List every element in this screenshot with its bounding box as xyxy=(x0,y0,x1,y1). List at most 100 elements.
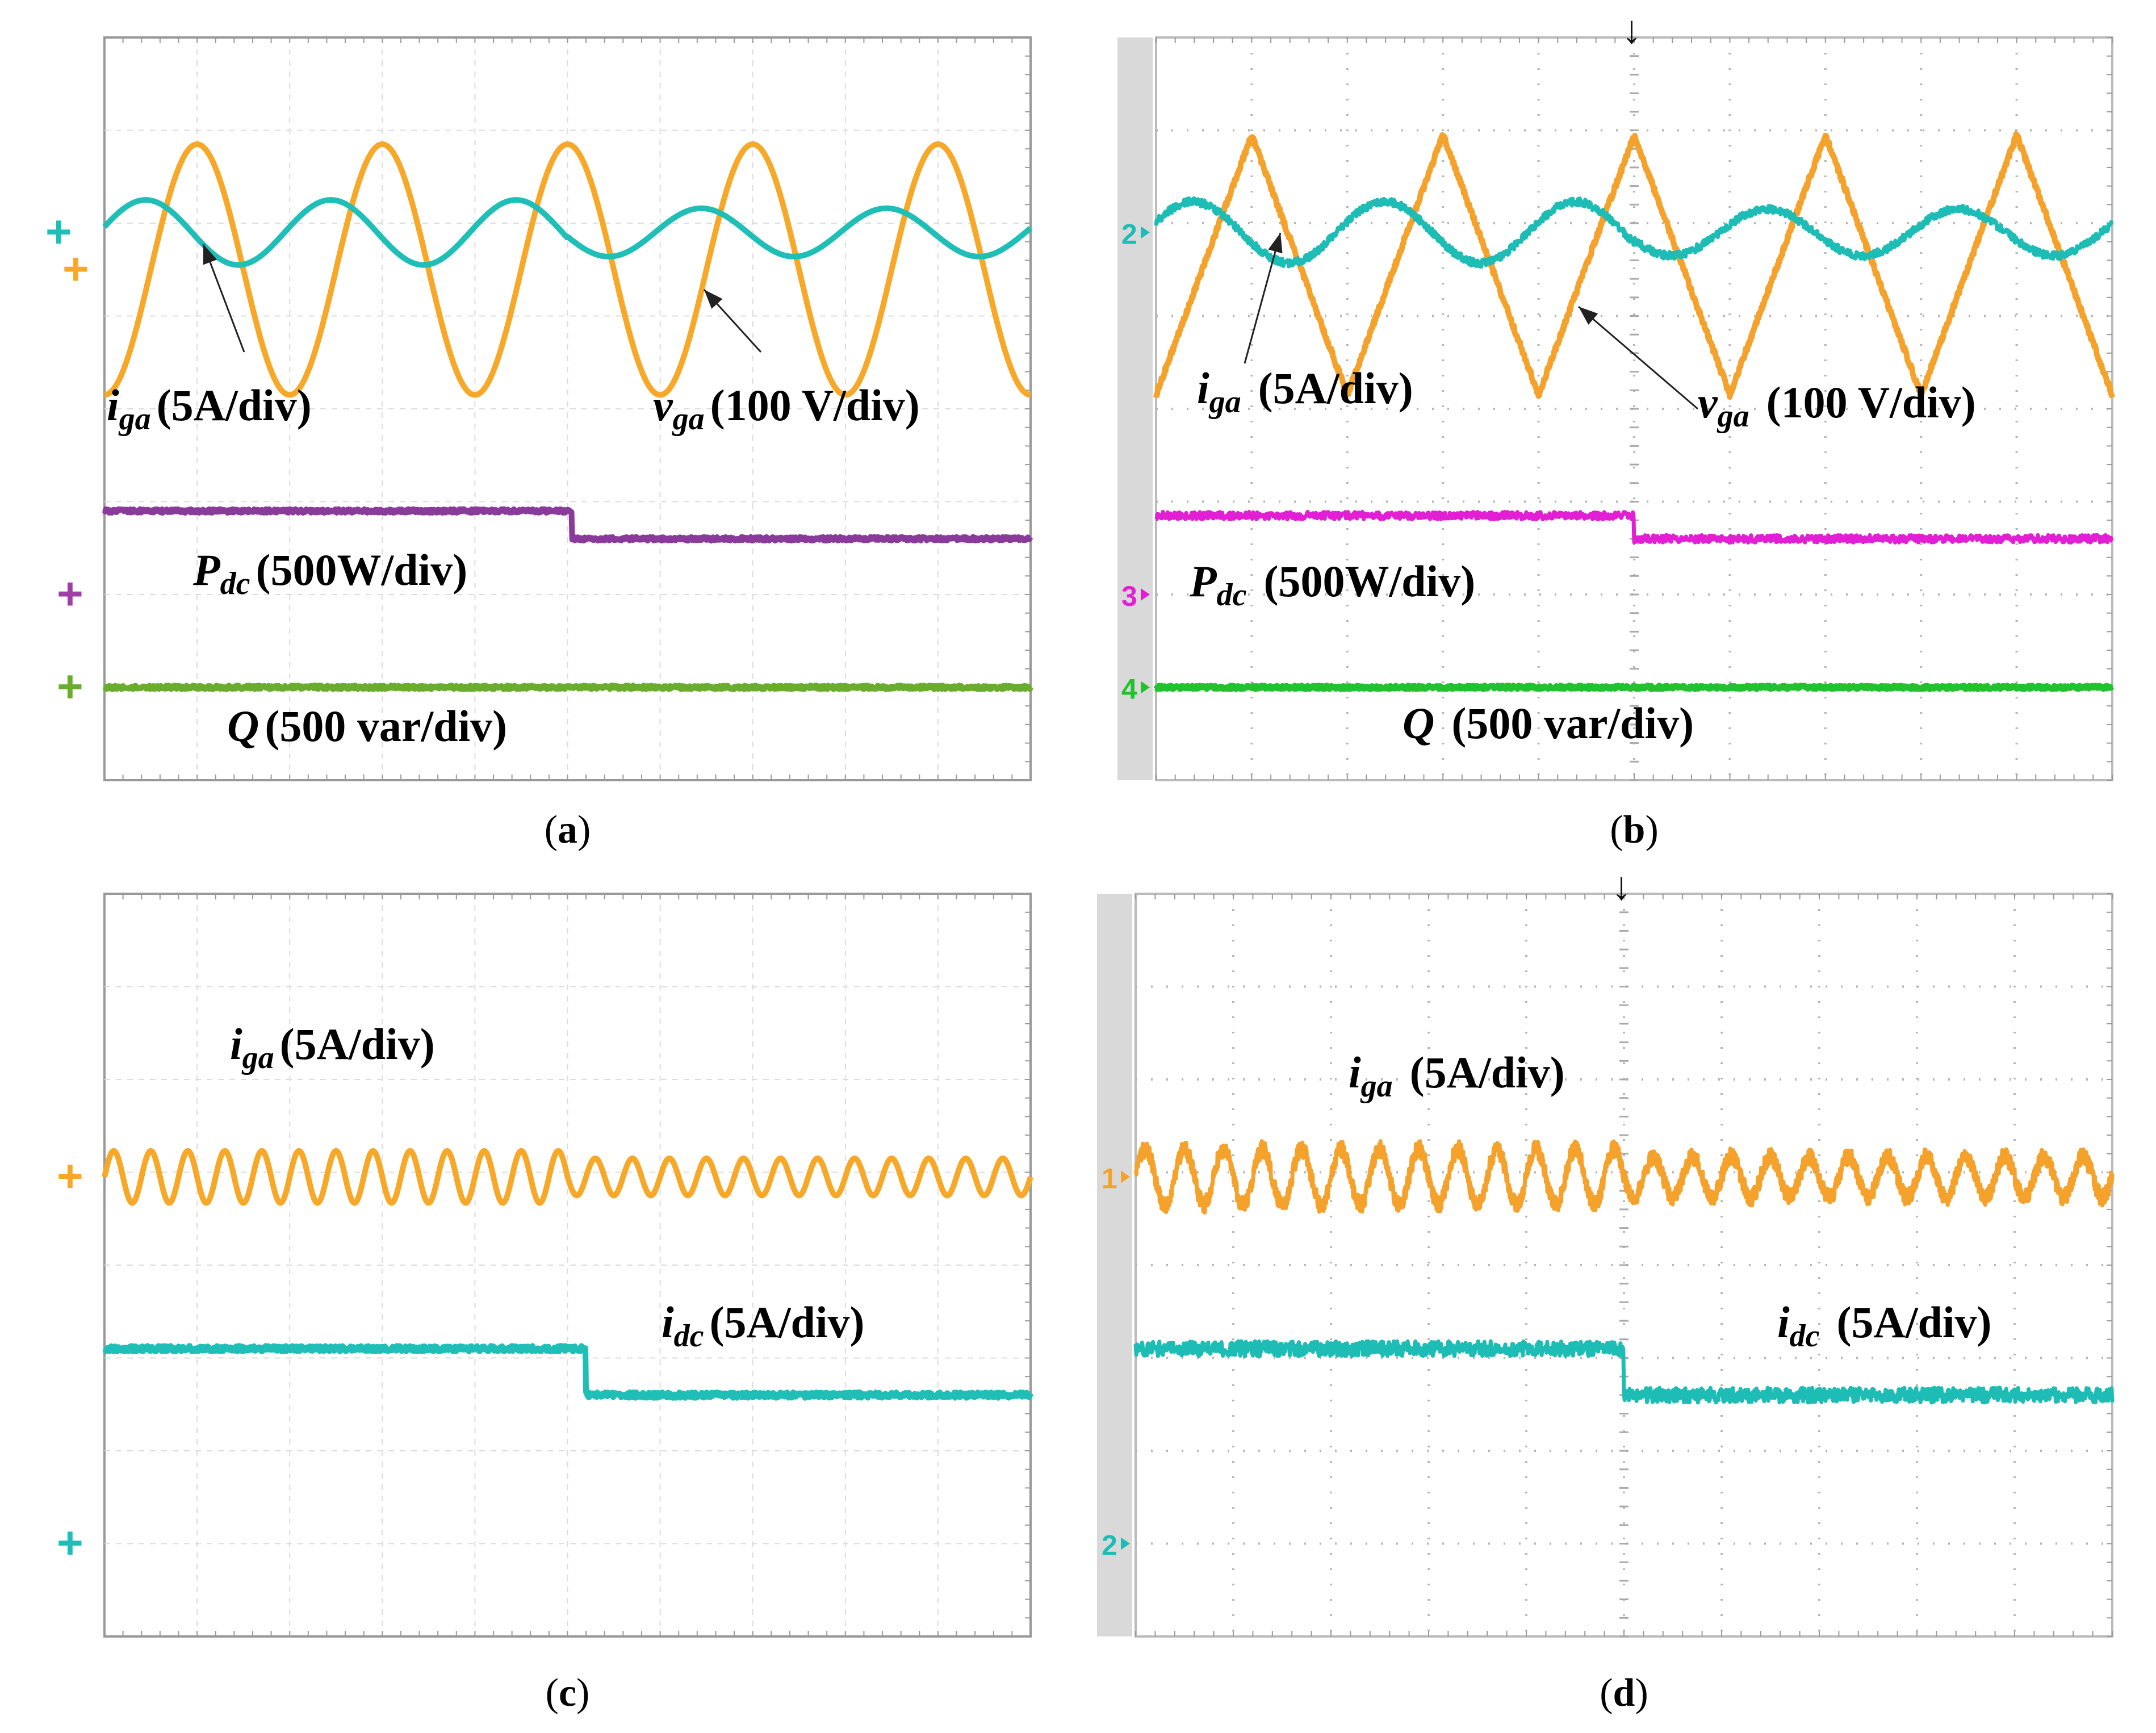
trace-iga xyxy=(102,197,1033,268)
label-pdc: Pdc (500W/div) xyxy=(192,545,467,601)
label-scale: (5A/div) xyxy=(1258,363,1413,413)
panel-b: 234↓vga (100 V/div)iga (5A/div)Pdc (500W/di… xyxy=(1117,7,2115,852)
label-subscript: dc xyxy=(1790,1318,1820,1354)
trigger-marker-icon: ↓ xyxy=(1611,864,1631,908)
label-idc: idc (5A/div) xyxy=(1777,1297,1992,1354)
label-scale: (500 var/div) xyxy=(1451,698,1694,748)
label-scale: (100 V/div) xyxy=(710,380,920,430)
trace-idc xyxy=(1133,1339,2115,1405)
label-scale: (500 var/div) xyxy=(265,701,507,751)
label-symbol: v xyxy=(1698,378,1718,427)
label-symbol: P xyxy=(192,545,221,595)
label-symbol: i xyxy=(230,1019,242,1069)
channel-marker-iga: + xyxy=(57,1151,83,1202)
label-subscript: ga xyxy=(241,1040,274,1075)
panel-caption: (a) xyxy=(545,808,591,852)
arrow-head-icon xyxy=(1579,307,1598,325)
trace-q xyxy=(102,683,1033,692)
label-subscript: ga xyxy=(1360,1069,1393,1104)
annotation-arrow-vga xyxy=(1578,305,1698,410)
label-iga: iga (5A/div) xyxy=(1349,1048,1565,1104)
trace-iga xyxy=(102,1148,1033,1206)
panel-d: 12↓iga (5A/div)idc (5A/div)(d) xyxy=(1097,864,2115,1715)
label-pdc: Pdc (500W/div) xyxy=(1189,556,1475,613)
label-symbol: i xyxy=(1349,1048,1361,1097)
grid xyxy=(1156,36,2113,781)
label-symbol: v xyxy=(653,380,673,430)
label-q: Q (500 var/div) xyxy=(1403,698,1694,748)
arrow-head-icon xyxy=(704,290,723,309)
label-vga: vga (100 V/div) xyxy=(1698,378,1976,434)
label-symbol: i xyxy=(1197,363,1209,413)
trace-pdc xyxy=(102,506,1033,544)
trace-q xyxy=(1153,683,2115,692)
label-subscript: dc xyxy=(674,1318,704,1354)
channel-marker-pdc: 3 xyxy=(1121,580,1137,612)
label-scale: (5A/div) xyxy=(710,1297,865,1347)
label-symbol: Q xyxy=(1403,698,1434,748)
trace-iga xyxy=(1133,1139,2115,1215)
trace-idc xyxy=(102,1343,1033,1401)
label-scale: (500W/div) xyxy=(1264,556,1476,606)
channel-arrow-icon xyxy=(1121,1170,1130,1183)
channel-marker-q: 4 xyxy=(1121,673,1137,705)
trace-vga xyxy=(102,141,1033,398)
label-scale: (5A/div) xyxy=(157,380,312,430)
label-subscript: dc xyxy=(220,566,250,601)
label-scale: (5A/div) xyxy=(280,1019,435,1069)
label-symbol: i xyxy=(1777,1297,1790,1347)
channel-arrow-icon xyxy=(1121,1537,1130,1550)
trace-iga xyxy=(1154,196,2114,269)
label-symbol: i xyxy=(662,1297,674,1347)
channel-arrow-icon xyxy=(1141,226,1150,239)
channel-marker-vga: + xyxy=(62,244,89,294)
channel-marker-idc: 2 xyxy=(1102,1530,1117,1562)
panel-caption-letter: b xyxy=(1623,808,1646,852)
panel-caption-letter: d xyxy=(1613,1671,1635,1715)
channel-marker-idc: + xyxy=(57,1518,83,1568)
label-idc: idc (5A/div) xyxy=(662,1297,865,1354)
label-symbol: Q xyxy=(227,701,259,751)
arrow-head-icon xyxy=(1268,233,1283,254)
label-symbol: P xyxy=(1189,556,1217,606)
label-scale: (5A/div) xyxy=(1410,1048,1565,1097)
label-scale: (5A/div) xyxy=(1837,1297,1992,1347)
trigger-marker-icon: ↓ xyxy=(1622,7,1642,52)
channel-marker-iga: 2 xyxy=(1121,218,1137,250)
label-subscript: ga xyxy=(672,401,705,437)
panel-caption-letter: c xyxy=(559,1671,576,1715)
arrow-head-icon xyxy=(203,244,217,265)
label-iga: iga (5A/div) xyxy=(107,380,312,437)
label-q: Q (500 var/div) xyxy=(227,701,507,751)
label-symbol: i xyxy=(107,380,119,430)
label-scale: (100 V/div) xyxy=(1766,378,1976,427)
scope-side-strip xyxy=(1117,37,1153,780)
panel-c: ++iga (5A/div)idc (5A/div)(c) xyxy=(57,893,1033,1715)
channel-arrow-icon xyxy=(1141,588,1150,601)
panel-a: ++++vga (100 V/div)iga (5A/div)Pdc (500W/di… xyxy=(45,36,1033,852)
label-iga: iga (5A/div) xyxy=(230,1019,435,1075)
channel-arrow-icon xyxy=(1141,681,1150,694)
label-subscript: dc xyxy=(1217,577,1247,613)
channel-marker-iga: 1 xyxy=(1102,1163,1117,1195)
channel-marker-iga: + xyxy=(45,206,72,257)
label-vga: vga (100 V/div) xyxy=(653,380,920,437)
trace-vga xyxy=(1153,131,2115,400)
label-subscript: ga xyxy=(118,401,151,437)
label-subscript: ga xyxy=(1208,384,1241,420)
label-iga: iga (5A/div) xyxy=(1197,363,1413,420)
label-subscript: ga xyxy=(1717,399,1749,434)
channel-marker-q: + xyxy=(57,662,83,712)
scope-side-strip xyxy=(1097,894,1132,1636)
annotation-arrow-iga xyxy=(1244,232,1282,364)
panel-caption: (d) xyxy=(1600,1671,1648,1715)
channel-marker-pdc: + xyxy=(57,568,83,619)
grid xyxy=(104,893,1031,1637)
grid xyxy=(1135,893,2113,1638)
grid xyxy=(104,37,1031,781)
label-scale: (500W/div) xyxy=(256,545,468,595)
panel-caption-letter: a xyxy=(558,808,577,852)
panel-caption: (c) xyxy=(546,1671,590,1715)
panel-caption: (b) xyxy=(1610,808,1659,852)
